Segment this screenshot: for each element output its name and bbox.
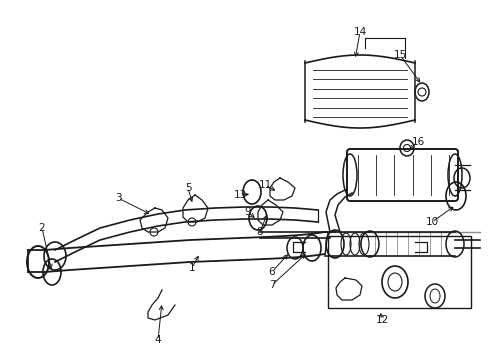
- Text: 8: 8: [256, 227, 263, 237]
- Text: 14: 14: [353, 27, 366, 37]
- Text: 5: 5: [184, 183, 191, 193]
- Text: 7: 7: [268, 280, 275, 290]
- Text: 9: 9: [244, 207, 251, 217]
- Text: 6: 6: [268, 267, 275, 277]
- Text: 11: 11: [258, 180, 271, 190]
- Text: 10: 10: [425, 217, 438, 227]
- Text: 13: 13: [233, 190, 246, 200]
- Text: 2: 2: [39, 223, 45, 233]
- Text: 1: 1: [188, 263, 195, 273]
- Text: 4: 4: [154, 335, 161, 345]
- Bar: [327, 236, 470, 308]
- Text: 15: 15: [392, 50, 406, 60]
- Text: 16: 16: [410, 137, 424, 147]
- Text: 3: 3: [115, 193, 121, 203]
- Text: 12: 12: [375, 315, 388, 325]
